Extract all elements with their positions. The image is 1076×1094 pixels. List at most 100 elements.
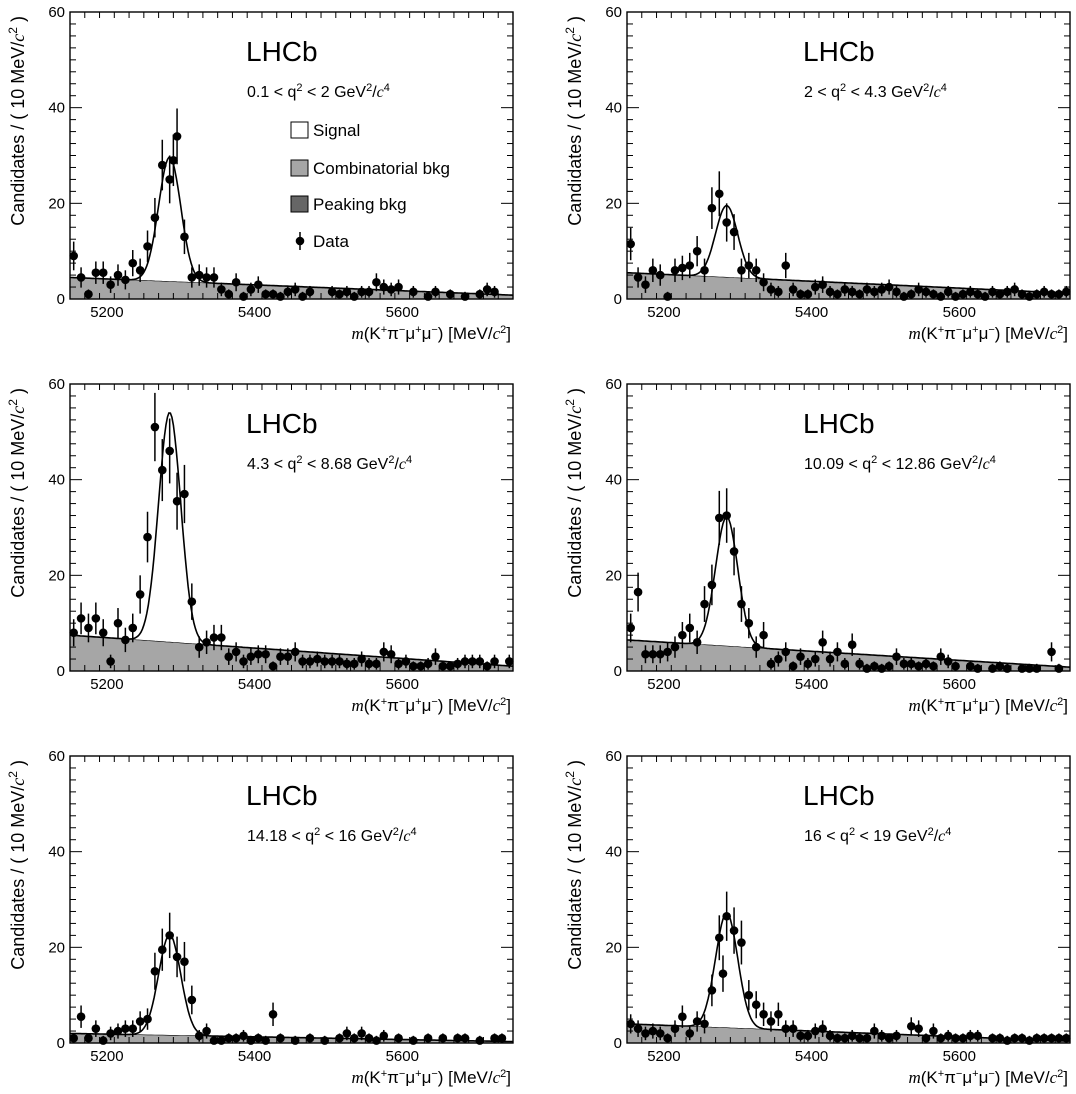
data-marker — [958, 289, 968, 299]
data-point — [113, 264, 123, 286]
data-marker — [445, 661, 455, 671]
x-tick-label: 5400 — [238, 1048, 271, 1065]
data-point — [833, 1033, 842, 1043]
data-marker — [135, 266, 145, 275]
data-marker — [678, 263, 687, 273]
data-marker — [751, 642, 761, 652]
data-point — [1047, 289, 1056, 299]
y-tick-label: 60 — [605, 748, 622, 765]
data-point — [862, 282, 872, 297]
data-point — [818, 276, 827, 293]
data-point — [663, 1033, 672, 1043]
x-tick-label: 5600 — [943, 1048, 976, 1065]
data-marker — [1047, 1033, 1056, 1043]
data-marker — [1032, 289, 1042, 299]
panel-5: 5200 5400 5600 0 20 40 60 m(K+π−μ+μ−) [MeV/c2] C… — [6, 748, 514, 1087]
data-point — [401, 654, 411, 669]
y-tick-label: 20 — [605, 567, 622, 584]
data-point — [342, 1026, 352, 1041]
data-marker — [1002, 287, 1012, 297]
data-marker — [313, 654, 322, 664]
data-marker — [892, 1031, 901, 1041]
data-marker — [209, 633, 219, 642]
data-point — [349, 1033, 359, 1043]
data-marker — [633, 587, 643, 597]
data-marker — [1017, 289, 1027, 299]
data-point — [744, 608, 754, 639]
y-tick-label: 0 — [57, 291, 65, 308]
y-tick-label: 0 — [57, 1035, 65, 1052]
data-point — [305, 285, 315, 298]
data-marker — [744, 261, 754, 270]
data-point — [648, 258, 658, 283]
data-point — [438, 1033, 448, 1043]
y-tick-label: 20 — [48, 195, 65, 212]
data-point — [460, 654, 470, 669]
data-point — [700, 258, 709, 283]
data-marker — [76, 1012, 86, 1021]
data-marker — [106, 1029, 115, 1038]
data-marker — [810, 654, 820, 664]
data-marker — [633, 273, 643, 282]
data-marker — [357, 654, 366, 664]
data-point — [840, 282, 850, 297]
data-marker — [106, 280, 115, 289]
data-point — [729, 527, 739, 576]
data-marker — [796, 1031, 805, 1041]
x-tick-label: 5400 — [795, 1048, 828, 1065]
x-tick-label: 5200 — [647, 304, 680, 321]
data-point — [914, 1020, 923, 1037]
data-point — [847, 633, 857, 656]
data-marker — [1047, 647, 1056, 657]
data-marker — [91, 614, 101, 623]
data-marker — [342, 287, 352, 297]
data-marker — [386, 649, 396, 659]
legend-label: Peaking bkg — [313, 195, 407, 214]
data-marker — [364, 659, 374, 669]
data-marker — [128, 623, 138, 633]
data-marker — [106, 657, 115, 666]
data-marker — [335, 1033, 344, 1043]
data-point — [973, 289, 983, 299]
data-marker — [187, 995, 197, 1005]
data-marker — [966, 1031, 975, 1041]
data-point — [320, 654, 330, 669]
data-marker — [707, 986, 717, 995]
data-marker — [209, 273, 219, 282]
data-point — [202, 630, 211, 655]
data-point — [714, 171, 724, 217]
data-point — [357, 1026, 366, 1041]
data-marker — [379, 1031, 389, 1041]
data-point — [423, 657, 433, 670]
data-marker — [751, 1000, 761, 1010]
data-point — [157, 928, 167, 971]
data-marker — [416, 661, 426, 671]
fit-curve — [626, 516, 1071, 668]
y-tick-label: 40 — [605, 100, 622, 117]
data-point — [165, 912, 174, 959]
data-marker — [172, 132, 182, 141]
data-point — [825, 285, 835, 298]
data-point — [431, 648, 440, 665]
data-point — [386, 645, 396, 664]
y-axis-label: Candidates / ( 10 MeV/c2 ) — [6, 388, 28, 598]
data-point — [468, 654, 477, 669]
data-marker — [877, 1031, 887, 1041]
data-point — [180, 219, 189, 255]
data-marker — [641, 1029, 650, 1038]
x-tick-label: 5200 — [90, 676, 123, 693]
data-point — [796, 289, 805, 299]
x-tick-label: 5600 — [386, 304, 419, 321]
data-point — [899, 657, 909, 670]
data-marker — [678, 1012, 687, 1021]
data-marker — [766, 1017, 776, 1026]
data-point — [995, 289, 1005, 299]
data-point — [707, 564, 717, 606]
data-marker — [729, 227, 739, 237]
data-marker — [98, 628, 108, 638]
data-point — [707, 974, 717, 1007]
data-point — [781, 252, 791, 279]
y-tick-label: 0 — [57, 663, 65, 680]
data-point — [943, 285, 953, 298]
data-marker — [929, 661, 938, 671]
